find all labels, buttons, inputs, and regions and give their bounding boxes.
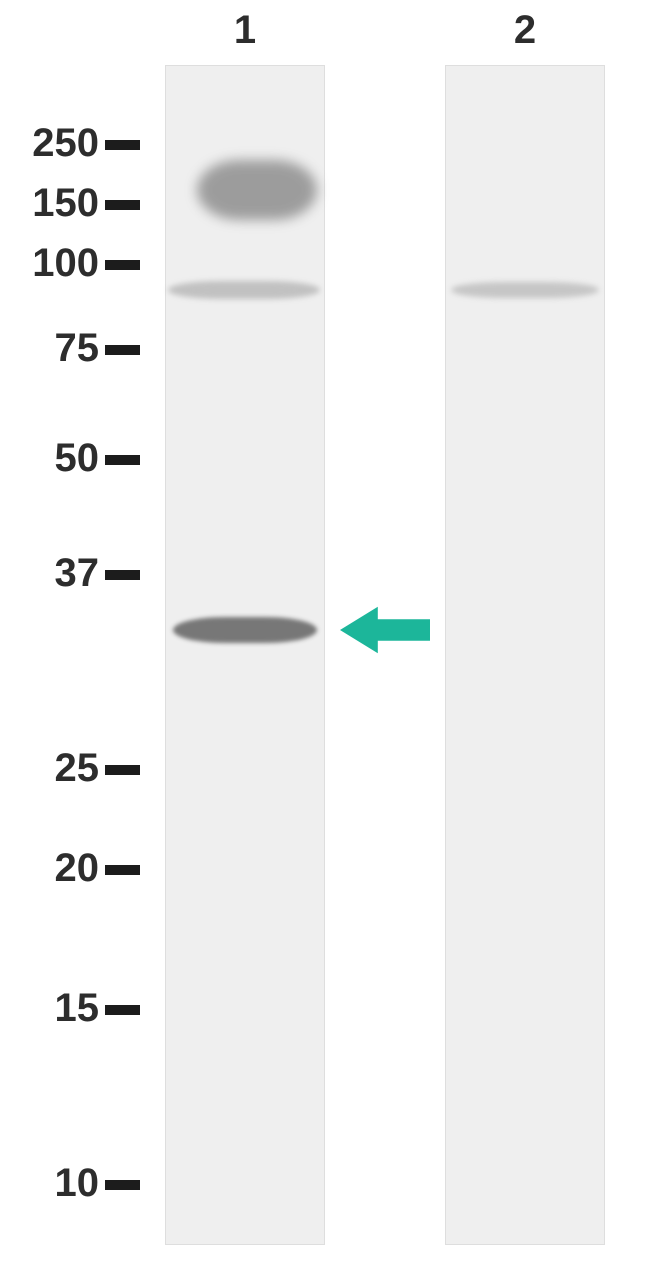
protein-band-lane2-3 bbox=[451, 282, 598, 298]
mw-marker-label-75: 75 bbox=[9, 326, 99, 371]
protein-band-lane1-0 bbox=[197, 160, 317, 220]
mw-marker-dash-15 bbox=[105, 1005, 140, 1015]
mw-marker-dash-250 bbox=[105, 140, 140, 150]
mw-marker-dash-150 bbox=[105, 200, 140, 210]
western-blot-figure: 1 2 250 150 100 75 50 37 25 20 15 10 bbox=[0, 0, 650, 1270]
mw-marker-label-37: 37 bbox=[9, 551, 99, 596]
blot-lane-1 bbox=[165, 65, 325, 1245]
lane-header-1: 1 bbox=[234, 8, 256, 53]
blot-lane-2 bbox=[445, 65, 605, 1245]
mw-marker-label-15: 15 bbox=[9, 986, 99, 1031]
protein-band-lane1-1 bbox=[168, 281, 320, 299]
mw-marker-label-100: 100 bbox=[9, 241, 99, 286]
mw-marker-dash-20 bbox=[105, 865, 140, 875]
mw-marker-dash-75 bbox=[105, 345, 140, 355]
mw-marker-label-250: 250 bbox=[9, 121, 99, 166]
mw-marker-label-10: 10 bbox=[9, 1161, 99, 1206]
mw-marker-dash-100 bbox=[105, 260, 140, 270]
mw-marker-dash-10 bbox=[105, 1180, 140, 1190]
target-band-arrow-icon bbox=[340, 605, 430, 655]
mw-marker-label-25: 25 bbox=[9, 746, 99, 791]
mw-marker-label-20: 20 bbox=[9, 846, 99, 891]
mw-marker-dash-25 bbox=[105, 765, 140, 775]
mw-marker-dash-37 bbox=[105, 570, 140, 580]
mw-marker-label-150: 150 bbox=[9, 181, 99, 226]
mw-marker-dash-50 bbox=[105, 455, 140, 465]
lane-header-2: 2 bbox=[514, 8, 536, 53]
mw-marker-label-50: 50 bbox=[9, 436, 99, 481]
protein-band-lane1-2 bbox=[173, 617, 317, 643]
